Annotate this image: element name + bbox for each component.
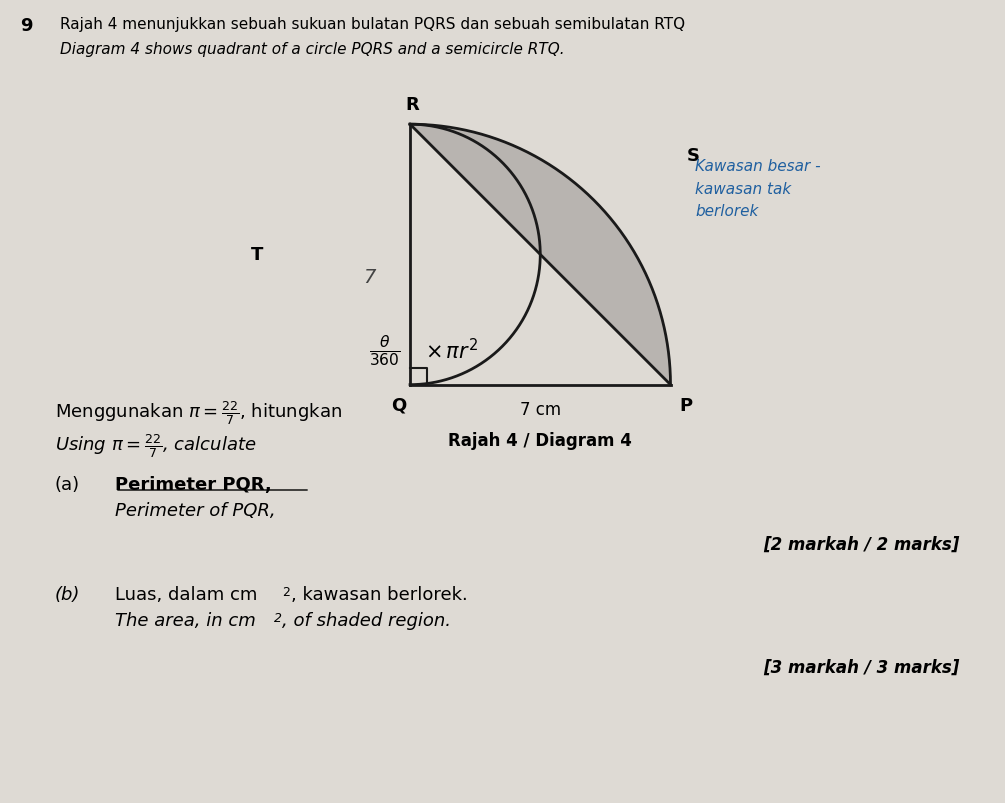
Text: , kawasan berlorek.: , kawasan berlorek. — [291, 585, 467, 603]
Text: 7 cm: 7 cm — [520, 401, 561, 418]
Text: , of shaded region.: , of shaded region. — [282, 611, 451, 630]
Text: 7: 7 — [363, 268, 375, 287]
Text: The area, in cm: The area, in cm — [115, 611, 255, 630]
Text: Perimeter PQR,: Perimeter PQR, — [115, 475, 271, 493]
Text: Q: Q — [391, 397, 406, 414]
Text: Kawasan besar -: Kawasan besar - — [695, 159, 821, 173]
Polygon shape — [410, 125, 670, 385]
Text: (a): (a) — [55, 475, 80, 493]
Text: 2: 2 — [282, 585, 289, 598]
Text: (b): (b) — [55, 585, 80, 603]
Text: 2: 2 — [274, 611, 282, 624]
Polygon shape — [410, 125, 541, 385]
Text: Perimeter of PQR,: Perimeter of PQR, — [115, 501, 275, 520]
Text: Diagram 4 shows quadrant of a circle PQRS and a semicircle RTQ.: Diagram 4 shows quadrant of a circle PQR… — [60, 42, 565, 57]
Text: $\frac{\theta}{360}$: $\frac{\theta}{360}$ — [369, 333, 401, 368]
Text: Menggunakan $\pi = \frac{22}{7}$, hitungkan: Menggunakan $\pi = \frac{22}{7}$, hitung… — [55, 398, 342, 426]
Text: P: P — [679, 397, 692, 414]
Polygon shape — [410, 125, 670, 385]
Text: R: R — [405, 96, 419, 114]
Text: kawasan tak: kawasan tak — [695, 181, 791, 197]
Text: [2 markah / 2 marks]: [2 markah / 2 marks] — [764, 536, 960, 553]
Text: berlorek: berlorek — [695, 204, 759, 218]
Text: [3 markah / 3 marks]: [3 markah / 3 marks] — [764, 658, 960, 676]
Text: Using $\pi = \frac{22}{7}$, calculate: Using $\pi = \frac{22}{7}$, calculate — [55, 431, 256, 459]
Text: Luas, dalam cm: Luas, dalam cm — [115, 585, 257, 603]
Text: $\times \, \pi r^2$: $\times \, \pi r^2$ — [425, 338, 478, 363]
Text: 9: 9 — [20, 17, 32, 35]
Text: Rajah 4 / Diagram 4: Rajah 4 / Diagram 4 — [448, 432, 632, 450]
Text: Rajah 4 menunjukkan sebuah sukuan bulatan PQRS dan sebuah semibulatan RTQ: Rajah 4 menunjukkan sebuah sukuan bulata… — [60, 17, 685, 32]
Text: T: T — [250, 246, 263, 264]
Text: S: S — [687, 147, 700, 165]
